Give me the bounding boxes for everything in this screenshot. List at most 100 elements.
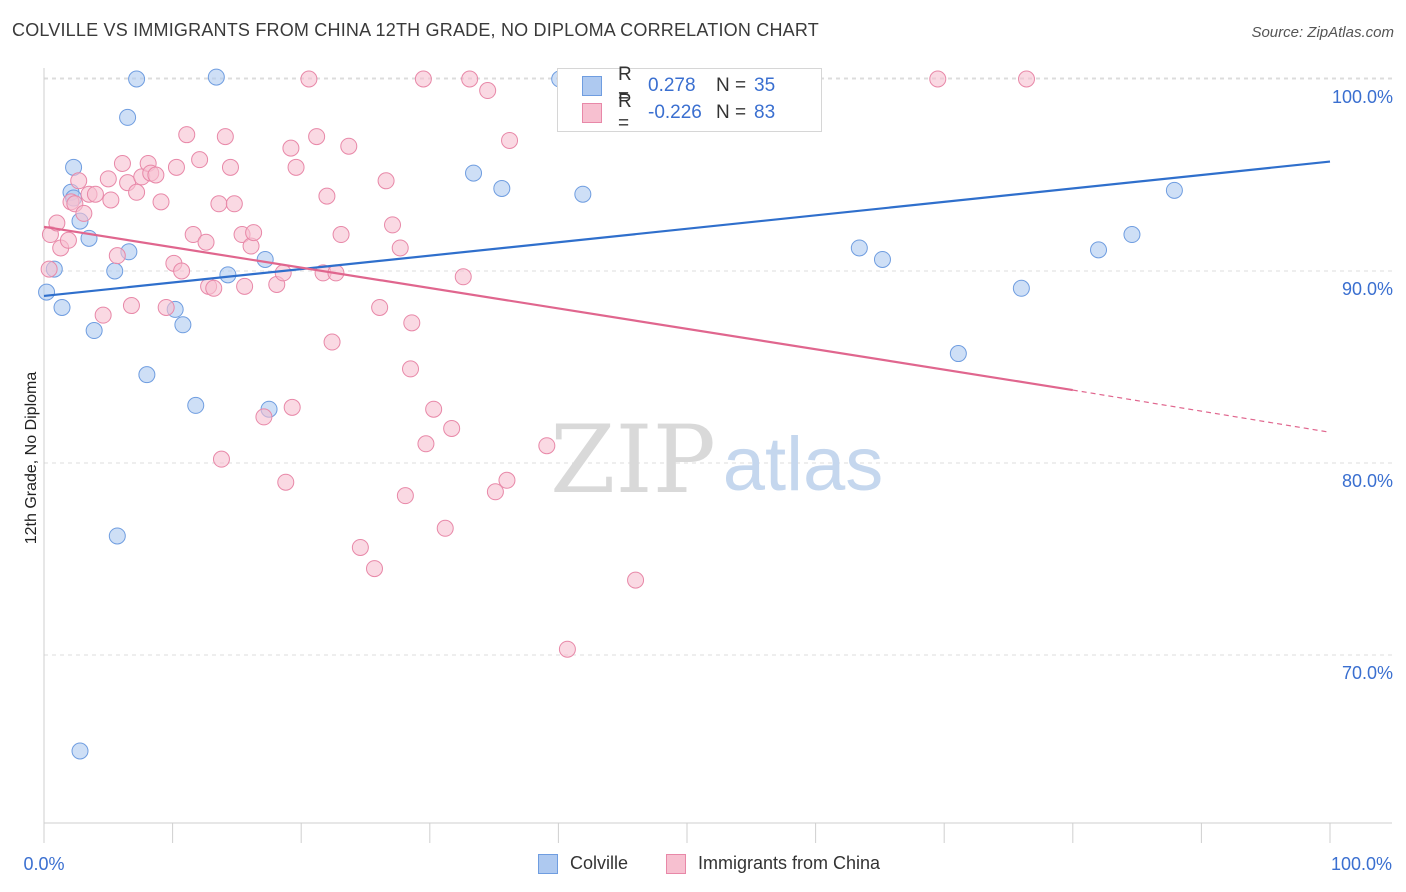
point-china xyxy=(308,128,326,146)
point-china xyxy=(443,419,461,437)
point-china xyxy=(216,128,234,146)
point-china xyxy=(454,268,472,286)
point-china xyxy=(173,262,191,280)
point-china xyxy=(108,247,126,265)
trend-line-china-extension xyxy=(1072,389,1331,433)
point-china xyxy=(197,233,215,251)
point-china xyxy=(332,226,350,244)
point-china xyxy=(351,538,369,556)
point-china xyxy=(538,437,556,455)
point-colville xyxy=(53,298,71,316)
point-china xyxy=(384,216,402,234)
trend-line-china xyxy=(43,225,1073,392)
point-china xyxy=(929,70,947,88)
point-colville xyxy=(493,179,511,197)
point-china xyxy=(113,154,131,172)
point-china xyxy=(402,360,420,378)
point-china xyxy=(377,172,395,190)
point-china xyxy=(221,158,239,176)
series-legend: Colville Immigrants from China xyxy=(0,853,1406,877)
point-china xyxy=(99,170,117,188)
point-china xyxy=(627,571,645,589)
point-colville xyxy=(850,239,868,257)
y-tick-label: 100.0% xyxy=(1332,87,1393,107)
point-colville xyxy=(1012,279,1030,297)
legend-r-value: 0.278 xyxy=(648,75,696,96)
x-tick-label-max: 100.0% xyxy=(1331,854,1392,874)
point-china xyxy=(210,195,228,213)
point-china xyxy=(479,82,497,100)
legend-item-colville[interactable]: Colville xyxy=(538,853,628,874)
y-tick-label: 90.0% xyxy=(1342,279,1393,299)
trend-line-colville xyxy=(43,160,1331,298)
legend-swatch-china xyxy=(666,853,686,874)
point-colville xyxy=(38,283,56,301)
point-china xyxy=(178,126,196,144)
point-china xyxy=(59,231,77,249)
point-china xyxy=(102,191,120,209)
point-colville xyxy=(106,262,124,280)
point-china xyxy=(40,260,58,278)
point-china xyxy=(366,560,384,578)
point-colville xyxy=(219,266,237,284)
point-colville xyxy=(187,396,205,414)
point-china xyxy=(86,185,104,203)
point-china xyxy=(122,297,140,315)
legend-row-china: R = -0.226 N = 83 xyxy=(582,91,776,134)
point-colville xyxy=(465,164,483,182)
point-colville xyxy=(1165,181,1183,199)
legend-n-label: N = xyxy=(716,102,747,123)
watermark-zip: ZIP xyxy=(550,406,716,515)
point-china xyxy=(501,131,519,149)
point-china xyxy=(274,264,292,282)
point-china xyxy=(94,306,112,324)
point-china xyxy=(436,519,454,537)
point-china xyxy=(205,279,223,297)
point-china xyxy=(152,193,170,211)
legend-item-china[interactable]: Immigrants from China xyxy=(666,853,880,874)
point-colville xyxy=(949,345,967,363)
legend-swatch-colville xyxy=(538,853,558,874)
trend-lines xyxy=(43,160,1331,433)
point-china xyxy=(340,137,358,155)
x-tick-label-min: 0.0% xyxy=(23,854,64,874)
axes xyxy=(43,68,1392,843)
point-china xyxy=(277,473,295,491)
legend-swatch-colville xyxy=(582,76,602,96)
point-china xyxy=(70,172,88,190)
legend-n-value: 35 xyxy=(754,75,776,96)
point-china xyxy=(128,183,146,201)
legend-row-colville: R = 0.278 N = 35 xyxy=(582,64,776,107)
point-colville xyxy=(85,322,103,340)
point-colville xyxy=(128,70,146,88)
point-colville xyxy=(256,250,274,268)
y-tick-label: 80.0% xyxy=(1342,471,1393,491)
point-china xyxy=(167,158,185,176)
point-china xyxy=(245,224,263,242)
legend-n-label: N = xyxy=(716,75,747,96)
point-china xyxy=(498,471,516,489)
point-china xyxy=(417,435,435,453)
point-china xyxy=(255,408,273,426)
gridlines xyxy=(44,77,1392,656)
point-china xyxy=(461,70,479,88)
point-china xyxy=(558,640,576,658)
point-colville xyxy=(138,366,156,384)
source-label: Source: ZipAtlas.com xyxy=(1251,24,1394,41)
legend-label-china: Immigrants from China xyxy=(698,853,881,873)
watermark: ZIP atlas xyxy=(550,406,883,515)
point-china xyxy=(396,487,414,505)
legend-n-value: 83 xyxy=(754,102,776,123)
legend-r-value: -0.226 xyxy=(648,102,702,123)
legend-label-colville: Colville xyxy=(570,853,629,873)
point-china xyxy=(157,298,175,316)
point-colville xyxy=(71,742,89,760)
point-china xyxy=(184,226,202,244)
point-colville xyxy=(119,108,137,126)
tick-labels: 70.0% 80.0% 90.0% 100.0% 0.0% 100.0% xyxy=(23,87,1393,874)
point-colville xyxy=(1090,241,1108,259)
point-china xyxy=(283,398,301,416)
point-china xyxy=(300,70,318,88)
point-china xyxy=(236,277,254,295)
y-tick-label: 70.0% xyxy=(1342,663,1393,683)
